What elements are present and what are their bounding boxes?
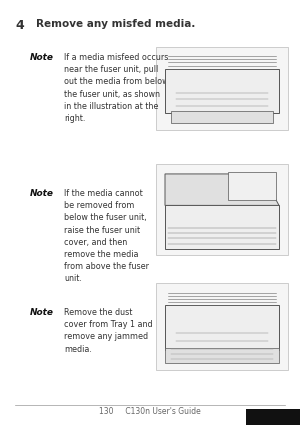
- Text: Note: Note: [30, 189, 54, 198]
- Text: 130     C130n User's Guide: 130 C130n User's Guide: [99, 407, 201, 416]
- Text: 4: 4: [15, 19, 24, 32]
- Text: Note: Note: [30, 53, 54, 62]
- Bar: [246, 409, 300, 425]
- Bar: [165, 348, 279, 363]
- Bar: [156, 164, 288, 255]
- Text: If a media misfeed occurs
near the fuser unit, pull
out the media from below
the: If a media misfeed occurs near the fuser…: [64, 53, 169, 123]
- Bar: [228, 173, 276, 200]
- Text: Note: Note: [30, 308, 54, 317]
- Bar: [156, 283, 288, 370]
- Bar: [156, 47, 288, 130]
- Bar: [165, 205, 279, 249]
- Bar: [165, 69, 279, 113]
- Text: Remove any misfed media.: Remove any misfed media.: [36, 19, 195, 29]
- Polygon shape: [165, 174, 279, 205]
- Circle shape: [245, 180, 256, 195]
- Text: If the media cannot
be removed from
below the fuser unit,
raise the fuser unit
c: If the media cannot be removed from belo…: [64, 189, 149, 283]
- Text: Remove the dust
cover from Tray 1 and
remove any jammed
media.: Remove the dust cover from Tray 1 and re…: [64, 308, 153, 354]
- Bar: [171, 110, 273, 123]
- Bar: [165, 305, 279, 350]
